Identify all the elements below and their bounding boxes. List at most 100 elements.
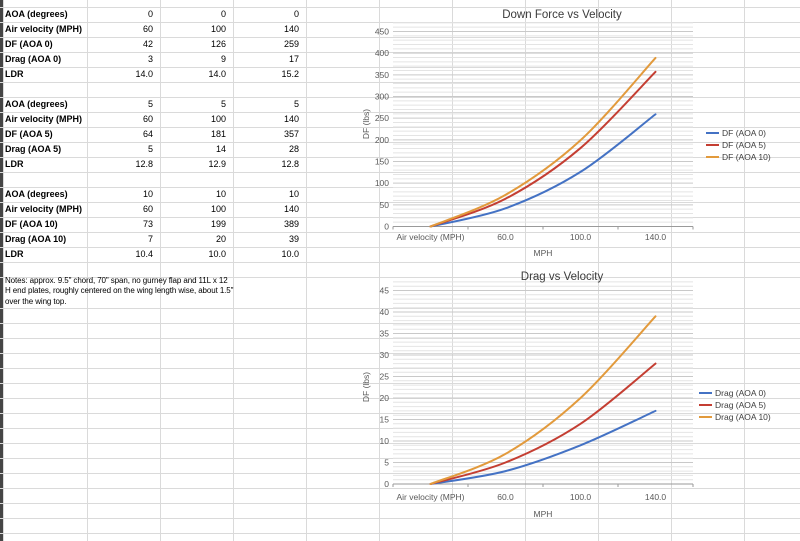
cell-value[interactable]: 5 xyxy=(293,99,299,109)
cell-label[interactable]: Air velocity (MPH) xyxy=(5,204,83,214)
cell-value[interactable]: 10 xyxy=(215,189,226,199)
cell-value[interactable]: 28 xyxy=(288,144,299,154)
cell-label[interactable]: Drag (AOA 5) xyxy=(5,144,62,154)
legend-item[interactable]: DF (AOA 0) xyxy=(706,128,766,138)
cell-label[interactable]: DF (AOA 10) xyxy=(5,219,58,229)
cell-value[interactable]: 199 xyxy=(210,219,226,229)
legend-item[interactable]: DF (AOA 10) xyxy=(706,152,771,162)
cell-label[interactable]: Drag (AOA 0) xyxy=(5,54,62,64)
y-tick-label: 5 xyxy=(384,458,389,468)
cell-value[interactable]: 42 xyxy=(142,39,153,49)
cell-value[interactable]: 64 xyxy=(142,129,153,139)
cell-value[interactable]: 12.8 xyxy=(135,159,153,169)
cell-value[interactable]: 3 xyxy=(147,54,153,64)
cell-value[interactable]: 10 xyxy=(142,189,153,199)
y-tick-label: 50 xyxy=(380,200,390,210)
y-tick-label: 200 xyxy=(375,135,389,145)
series-line xyxy=(429,362,657,485)
cell-value[interactable]: 7 xyxy=(147,234,153,244)
gridline-horizontal xyxy=(0,413,800,414)
cell-value[interactable]: 0 xyxy=(147,9,153,19)
cell-label[interactable]: LDR xyxy=(5,69,24,79)
cell-label[interactable]: DF (AOA 0) xyxy=(5,39,53,49)
cell-label[interactable]: AOA (degrees) xyxy=(5,99,68,109)
gridline-vertical xyxy=(525,0,526,541)
gridline-horizontal xyxy=(0,353,800,354)
cell-value[interactable]: 73 xyxy=(142,219,153,229)
cell-value[interactable]: 10 xyxy=(288,189,299,199)
y-axis-title: DF (lbs) xyxy=(361,109,371,139)
gridline-vertical xyxy=(87,0,88,541)
cell-value[interactable]: 5 xyxy=(220,99,226,109)
cell-value[interactable]: 140 xyxy=(283,114,299,124)
cell-value[interactable]: 100 xyxy=(210,204,226,214)
legend-label: Drag (AOA 5) xyxy=(715,400,766,410)
cell-value[interactable]: 10.0 xyxy=(281,249,299,259)
cell-value[interactable]: 14.0 xyxy=(135,69,153,79)
cell-value[interactable]: 15.2 xyxy=(281,69,299,79)
gridline-horizontal xyxy=(0,142,800,143)
cell-value[interactable]: 60 xyxy=(142,114,153,124)
gridline-horizontal xyxy=(0,383,800,384)
series-line xyxy=(429,315,657,485)
x-tick-label: 60.0 xyxy=(497,492,514,502)
cell-value[interactable]: 126 xyxy=(210,39,226,49)
cell-value[interactable]: 12.9 xyxy=(208,159,226,169)
cell-value[interactable]: 0 xyxy=(220,9,226,19)
cell-value[interactable]: 12.8 xyxy=(281,159,299,169)
chart-down-force-vs-velocity[interactable]: 0 50 100 150 200 250 300 350 400 450 Air velocity … xyxy=(361,9,771,258)
legend-item[interactable]: Drag (AOA 0) xyxy=(699,388,766,398)
cell-value[interactable]: 10.0 xyxy=(208,249,226,259)
cell-value[interactable]: 60 xyxy=(142,204,153,214)
notes-cell[interactable]: Notes: approx. 9.5" chord, 70" span, no … xyxy=(5,276,237,307)
cell-value[interactable]: 0 xyxy=(293,9,299,19)
gridline-horizontal xyxy=(0,338,800,339)
cell-value[interactable]: 60 xyxy=(142,24,153,34)
cell-label[interactable]: LDR xyxy=(5,159,24,169)
x-tick-label: 100.0 xyxy=(570,492,592,502)
gridline-horizontal xyxy=(0,82,800,83)
cell-value[interactable]: 20 xyxy=(215,234,226,244)
gridline-vertical xyxy=(598,0,599,541)
notes-line: over the wing top. xyxy=(5,296,67,306)
gridline-horizontal xyxy=(0,533,800,534)
cell-value[interactable]: 259 xyxy=(283,39,299,49)
notes-line: Notes: approx. 9.5" chord, 70" span, no … xyxy=(5,276,228,285)
cell-label[interactable]: LDR xyxy=(5,249,24,259)
cell-value[interactable]: 140 xyxy=(283,24,299,34)
cell-value[interactable]: 10.4 xyxy=(135,249,153,259)
gridline-vertical xyxy=(3,0,4,541)
gridline-vertical xyxy=(233,0,234,541)
y-tick-label: 350 xyxy=(375,70,389,80)
y-tick-label: 0 xyxy=(384,222,389,232)
legend-label: DF (AOA 5) xyxy=(722,140,766,150)
cell-value[interactable]: 5 xyxy=(147,99,153,109)
cell-label[interactable]: AOA (degrees) xyxy=(5,9,68,19)
cell-value[interactable]: 9 xyxy=(220,54,226,64)
cell-value[interactable]: 17 xyxy=(288,54,299,64)
cell-value[interactable]: 140 xyxy=(283,204,299,214)
gridline-horizontal xyxy=(0,202,800,203)
legend-item[interactable]: Drag (AOA 10) xyxy=(699,412,771,422)
legend-item[interactable]: Drag (AOA 5) xyxy=(699,400,766,410)
cell-value[interactable]: 14 xyxy=(215,144,226,154)
series-line xyxy=(429,409,657,485)
cell-value[interactable]: 5 xyxy=(147,144,153,154)
cell-value[interactable]: 181 xyxy=(210,129,226,139)
cell-value[interactable]: 357 xyxy=(283,129,299,139)
cell-label[interactable]: DF (AOA 5) xyxy=(5,129,53,139)
cell-value[interactable]: 39 xyxy=(288,234,299,244)
legend-item[interactable]: DF (AOA 5) xyxy=(706,140,766,150)
cell-value[interactable]: 389 xyxy=(283,219,299,229)
cell-label[interactable]: Air velocity (MPH) xyxy=(5,24,83,34)
gridline-vertical xyxy=(671,0,672,541)
y-tick-label: 20 xyxy=(380,393,390,403)
series-line xyxy=(429,70,657,228)
cell-label[interactable]: AOA (degrees) xyxy=(5,189,68,199)
cell-value[interactable]: 100 xyxy=(210,114,226,124)
chart-drag-vs-velocity[interactable]: 0 5 10 15 20 25 30 35 40 45 Air velocity (MPH) 60.0… xyxy=(361,271,771,519)
cell-label[interactable]: Drag (AOA 10) xyxy=(5,234,67,244)
cell-value[interactable]: 14.0 xyxy=(208,69,226,79)
cell-label[interactable]: Air velocity (MPH) xyxy=(5,114,83,124)
cell-value[interactable]: 100 xyxy=(210,24,226,34)
